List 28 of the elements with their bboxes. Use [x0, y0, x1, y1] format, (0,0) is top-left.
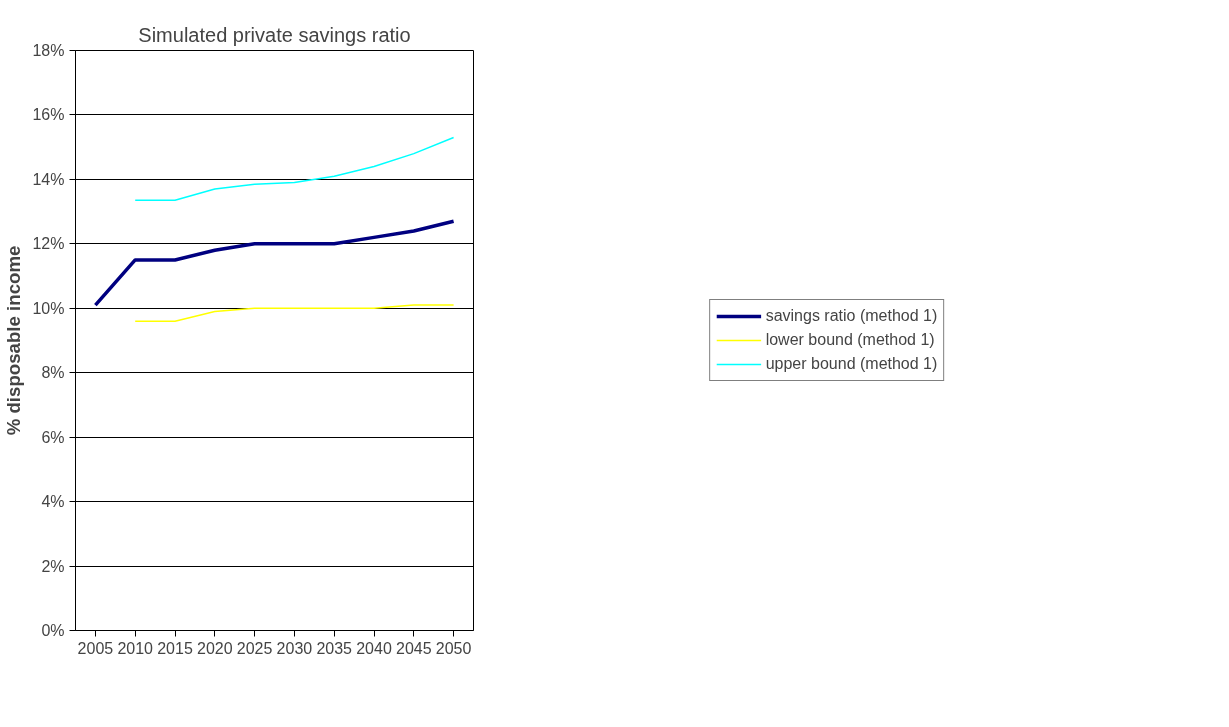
x-tick-label: 2035	[316, 639, 353, 657]
legend-label: upper bound (method 1)	[765, 355, 938, 373]
x-tick-label: 2045	[396, 639, 432, 657]
x-tick-label: 2020	[197, 639, 233, 657]
line-series	[134, 136, 455, 202]
y-axis-title: % disposable income	[3, 245, 25, 436]
x-tick-label: 2005	[77, 639, 114, 657]
legend-label: savings ratio (method 1)	[765, 307, 938, 325]
chart-title: Simulated private savings ratio	[138, 23, 411, 46]
x-tick-label: 2010	[117, 639, 154, 657]
x-tick-label: 2050	[435, 639, 472, 657]
y-tick-label: 16%	[32, 106, 65, 124]
y-tick-label: 0%	[41, 622, 65, 639]
x-tick-label: 2015	[157, 639, 193, 657]
x-tick-label: 2030	[276, 639, 313, 657]
y-tick-label: 6%	[41, 428, 65, 446]
line-series	[134, 304, 455, 322]
y-tick-label: 10%	[32, 299, 65, 317]
x-tick-label: 2040	[356, 639, 392, 657]
y-tick-label: 4%	[41, 493, 65, 511]
legend-label: lower bound (method 1)	[765, 331, 935, 349]
y-tick-label: 2%	[41, 557, 65, 575]
y-tick-label: 14%	[32, 170, 65, 188]
y-tick-label: 12%	[32, 235, 65, 253]
x-tick-label: 2025	[236, 639, 273, 657]
y-tick-label: 8%	[41, 364, 65, 382]
y-tick-label: 18%	[32, 42, 65, 59]
line-series	[93, 219, 456, 307]
